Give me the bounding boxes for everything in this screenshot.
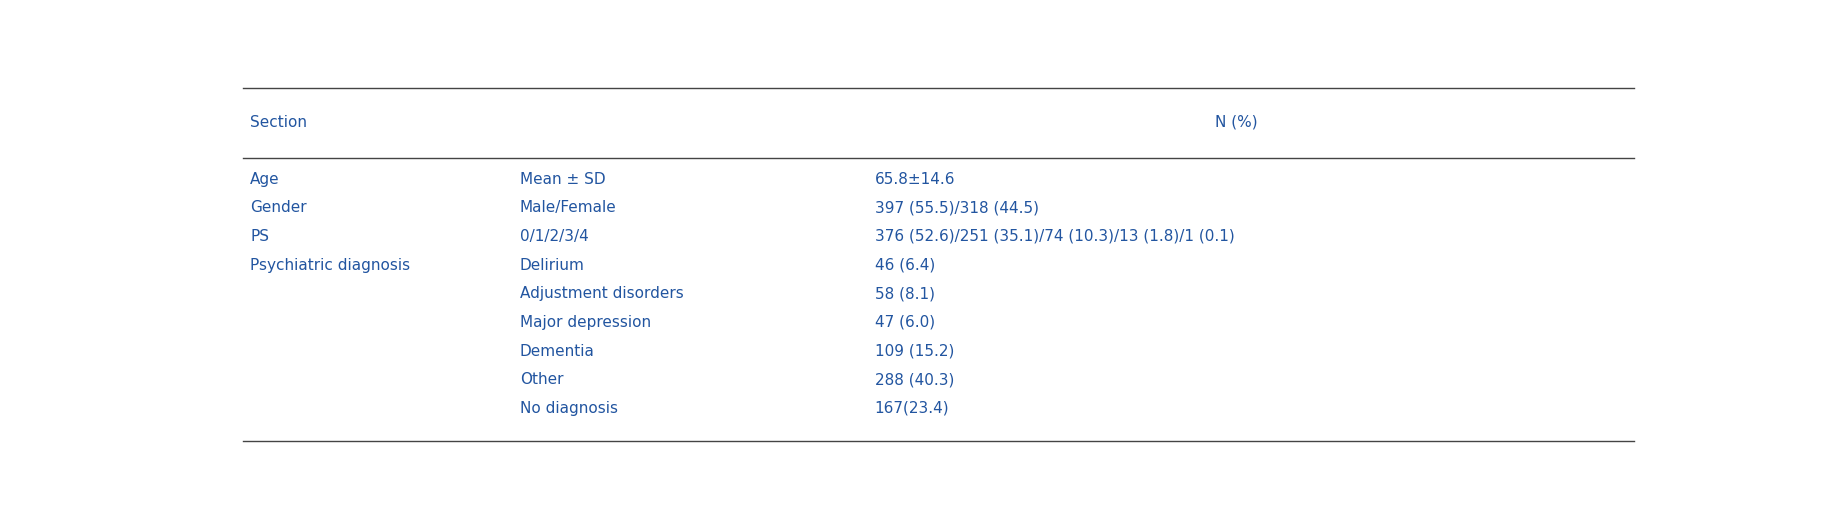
Text: Age: Age xyxy=(251,171,280,186)
Text: 167(23.4): 167(23.4) xyxy=(875,400,948,415)
Text: Mean ± SD: Mean ± SD xyxy=(520,171,606,186)
Text: Other: Other xyxy=(520,372,564,386)
Text: 46 (6.4): 46 (6.4) xyxy=(875,257,935,272)
Text: Adjustment disorders: Adjustment disorders xyxy=(520,286,683,301)
Text: No diagnosis: No diagnosis xyxy=(520,400,617,415)
Text: Delirium: Delirium xyxy=(520,257,584,272)
Text: 397 (55.5)/318 (44.5): 397 (55.5)/318 (44.5) xyxy=(875,200,1038,215)
Text: 0/1/2/3/4: 0/1/2/3/4 xyxy=(520,229,587,243)
Text: PS: PS xyxy=(251,229,269,243)
Text: Male/Female: Male/Female xyxy=(520,200,617,215)
Text: 47 (6.0): 47 (6.0) xyxy=(875,314,933,329)
Text: Gender: Gender xyxy=(251,200,307,215)
Text: 109 (15.2): 109 (15.2) xyxy=(875,343,953,358)
Text: 288 (40.3): 288 (40.3) xyxy=(875,372,953,386)
Text: Section: Section xyxy=(251,115,307,129)
Text: 376 (52.6)/251 (35.1)/74 (10.3)/13 (1.8)/1 (0.1): 376 (52.6)/251 (35.1)/74 (10.3)/13 (1.8)… xyxy=(875,229,1233,243)
Text: N (%): N (%) xyxy=(1215,115,1257,129)
Text: 65.8±14.6: 65.8±14.6 xyxy=(875,171,955,186)
Text: 58 (8.1): 58 (8.1) xyxy=(875,286,933,301)
Text: Dementia: Dementia xyxy=(520,343,595,358)
Text: Psychiatric diagnosis: Psychiatric diagnosis xyxy=(251,257,410,272)
Text: Major depression: Major depression xyxy=(520,314,650,329)
